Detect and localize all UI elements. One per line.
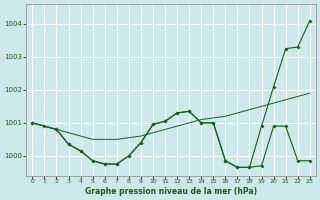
X-axis label: Graphe pression niveau de la mer (hPa): Graphe pression niveau de la mer (hPa) xyxy=(85,187,257,196)
